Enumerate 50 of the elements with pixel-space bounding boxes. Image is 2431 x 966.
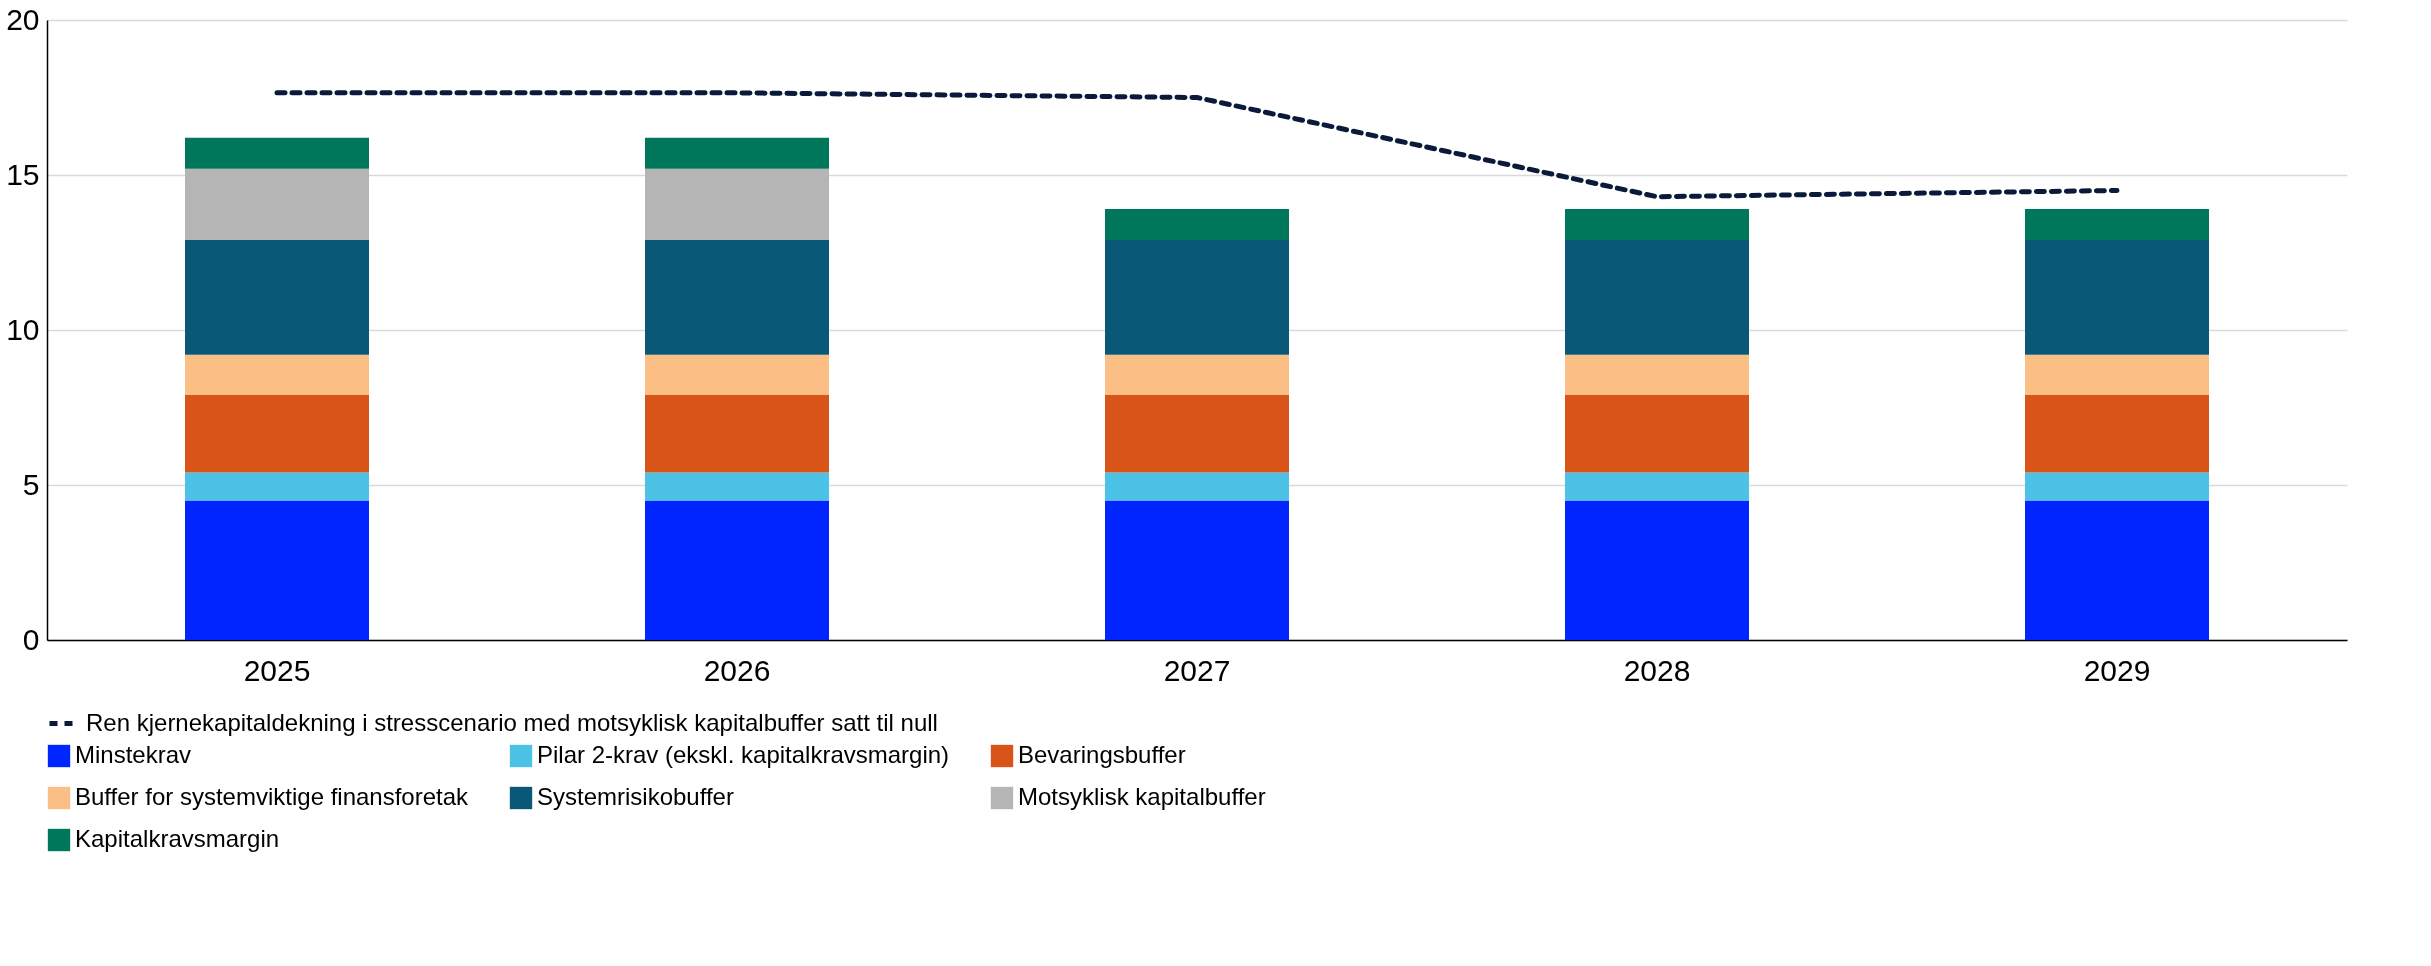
bar xyxy=(2025,395,2209,473)
bar xyxy=(185,168,369,241)
bar xyxy=(185,500,369,640)
y-tick-label: 15 xyxy=(6,157,40,191)
legend-label: Motsyklisk kapitalbuffer xyxy=(1018,783,1266,810)
y-tick-label: 10 xyxy=(6,312,40,346)
y-tick-label: 0 xyxy=(22,622,40,656)
bar xyxy=(645,240,829,355)
bar xyxy=(1105,240,1289,355)
bar xyxy=(185,395,369,473)
bar xyxy=(1565,354,1749,396)
bar xyxy=(1565,500,1749,640)
bar xyxy=(2025,472,2209,501)
y-tick-label: 20 xyxy=(6,2,40,36)
legend-label: Bevaringsbuffer xyxy=(1018,741,1186,768)
bar xyxy=(645,354,829,396)
bar xyxy=(645,168,829,241)
legend-label: Ren kjernekapitaldekning i stresscenario med motsyklisk kapitalbuffer satt til null xyxy=(86,708,938,736)
bar xyxy=(2025,240,2209,355)
bar xyxy=(185,137,369,169)
legend-label: Systemrisikobuffer xyxy=(537,783,734,810)
bar xyxy=(1105,209,1289,241)
bar xyxy=(1105,500,1289,640)
bar xyxy=(185,472,369,501)
bar xyxy=(645,500,829,640)
bar xyxy=(185,240,369,355)
bar xyxy=(1105,472,1289,501)
bar xyxy=(1565,395,1749,473)
x-tick-label: 2026 xyxy=(703,653,771,687)
bar xyxy=(2025,500,2209,640)
bar xyxy=(1105,395,1289,473)
bar xyxy=(2025,209,2209,241)
bar xyxy=(645,137,829,169)
bar xyxy=(1565,209,1749,241)
bar xyxy=(645,395,829,473)
bar xyxy=(1565,240,1749,355)
bar xyxy=(185,354,369,396)
legend-label: Buffer for systemviktige finansforetak xyxy=(75,783,470,810)
x-tick-label: 2029 xyxy=(2083,653,2151,687)
x-tick-label: 2025 xyxy=(243,653,311,687)
bar xyxy=(645,472,829,501)
bar xyxy=(1565,472,1749,501)
bar xyxy=(2025,354,2209,396)
y-tick-label: 5 xyxy=(22,467,40,501)
legend-label: Kapitalkravsmargin xyxy=(75,825,280,852)
x-tick-label: 2027 xyxy=(1163,653,1231,687)
x-tick-label: 2028 xyxy=(1623,653,1691,687)
legend-label: Minstekrav xyxy=(75,741,192,768)
bar xyxy=(1105,354,1289,396)
legend-label: Pilar 2-krav (ekskl. kapitalkravsmargin) xyxy=(537,741,950,768)
